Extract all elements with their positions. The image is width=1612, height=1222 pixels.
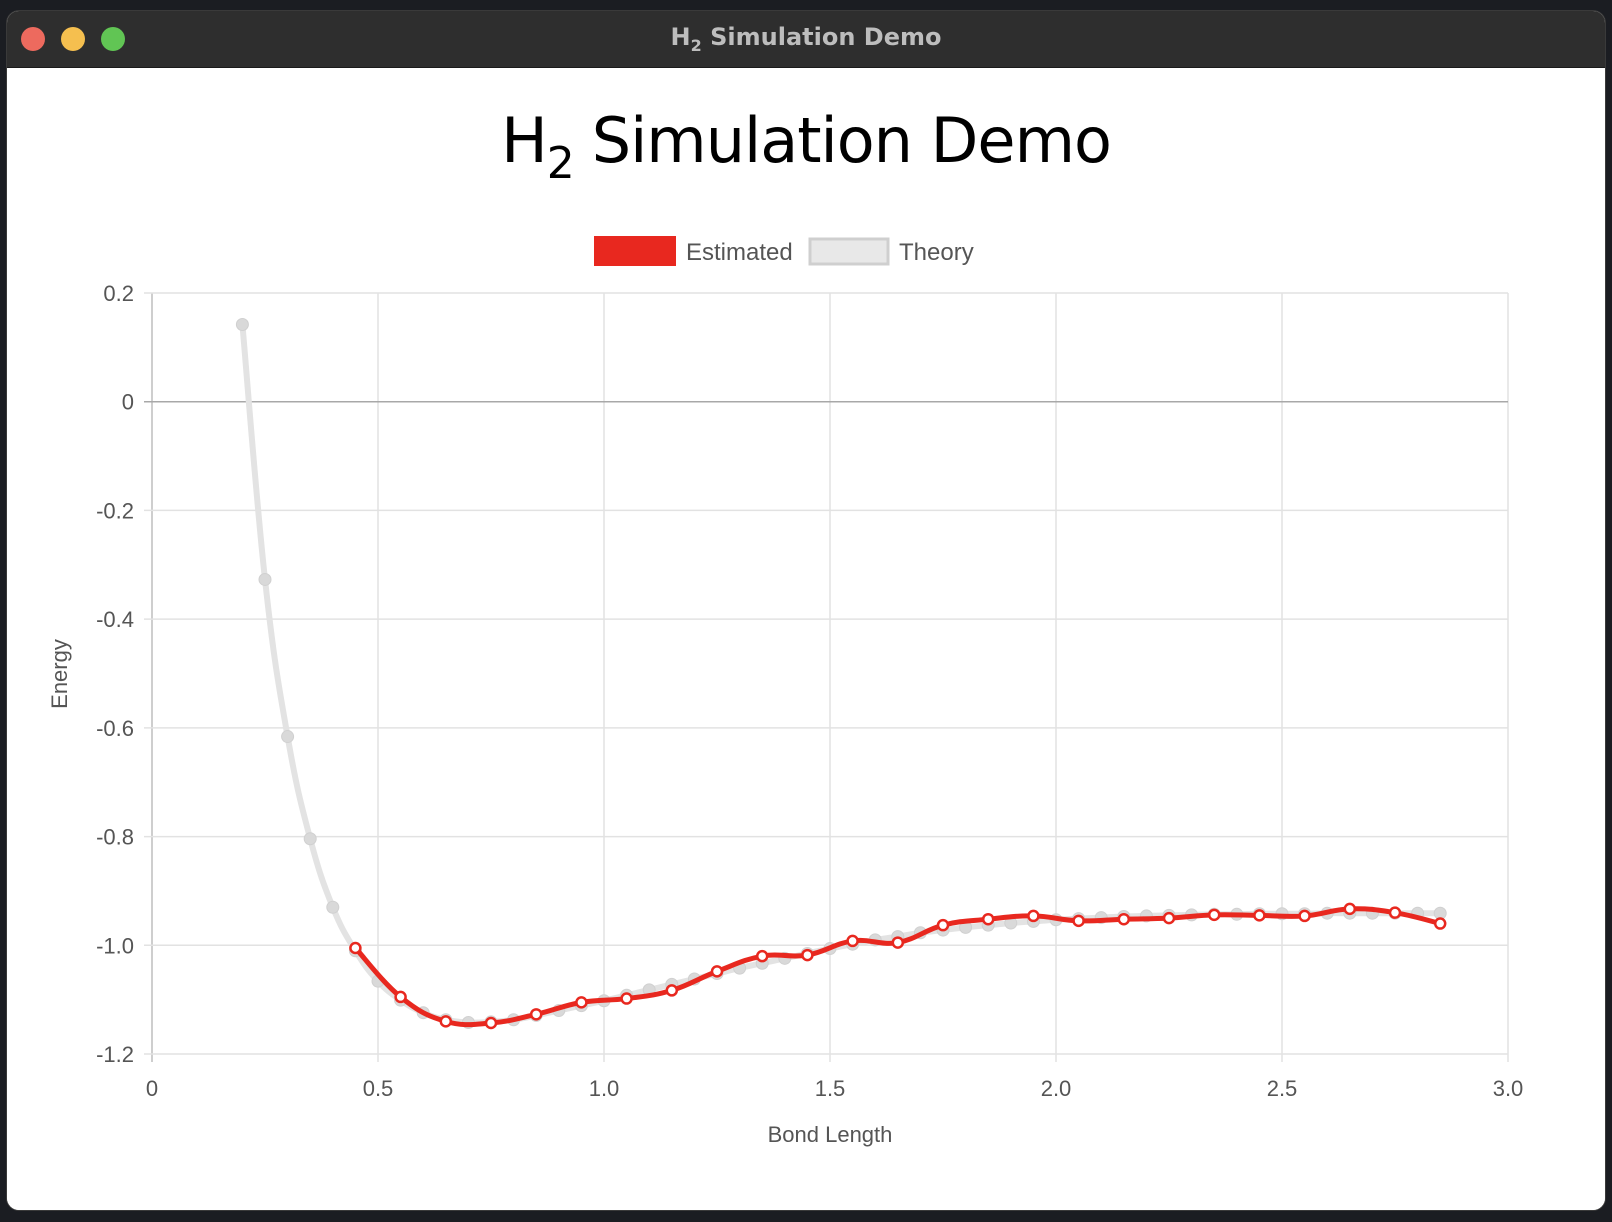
y-axis-title: Energy [47, 639, 72, 709]
estimated-point[interactable] [665, 984, 679, 997]
y-tick-label: -0.6 [96, 716, 134, 741]
chart-grid [144, 292, 1509, 1062]
close-window-button[interactable] [21, 27, 45, 51]
energy-chart: Estimated Theory 0 0.5 1.0 1.5 2.0 2.5 3.00.20… [47, 236, 1523, 1147]
estimated-point[interactable] [484, 1016, 498, 1030]
page-title-subscript: 2 [546, 138, 575, 189]
estimated-point[interactable] [1253, 909, 1266, 922]
window-title-main: H [670, 23, 691, 51]
y-tick-label: -0.2 [96, 498, 134, 523]
theory-point[interactable] [303, 832, 317, 846]
window-title-subscript: 2 [690, 35, 702, 55]
window-title: H2 Simulation Demo [7, 23, 1605, 55]
x-tick-label: 1.0 [589, 1076, 620, 1101]
estimated-point[interactable] [891, 936, 905, 949]
estimated-point[interactable] [1072, 914, 1085, 928]
page-title-rest: Simulation Demo [591, 104, 1112, 177]
legend-swatch-theory[interactable] [808, 237, 890, 266]
estimated-point[interactable] [529, 1008, 543, 1021]
estimated-line [352, 906, 1443, 1028]
theory-point[interactable] [235, 318, 249, 332]
page-title: H2 Simulation Demo [7, 104, 1605, 189]
chart-series [235, 318, 1447, 1030]
page-content: H2 Simulation Demo Estimated Theory 0 0.5 1… [7, 68, 1605, 1210]
theory-point[interactable] [258, 572, 272, 586]
y-tick-label: -1.0 [96, 933, 134, 958]
y-tick-label: -0.4 [96, 607, 134, 632]
x-tick-label: 0.5 [363, 1076, 394, 1101]
series-estimated [349, 902, 1447, 1030]
window-title-rest: Simulation Demo [710, 23, 942, 51]
maximize-window-button[interactable] [101, 27, 125, 51]
series-theory [235, 318, 1447, 1029]
minimize-window-button[interactable] [61, 27, 85, 51]
estimated-point[interactable] [710, 965, 724, 978]
estimated-point[interactable] [1388, 906, 1402, 919]
estimated-point[interactable] [1027, 909, 1040, 923]
estimated-point[interactable] [439, 1015, 453, 1028]
estimated-point[interactable] [1207, 908, 1221, 922]
theory-point[interactable] [326, 900, 340, 914]
estimated-point[interactable] [1117, 912, 1131, 926]
app-window: H2 Simulation Demo H2 Simulation Demo Est… [7, 11, 1605, 1210]
x-tick-label: 2.0 [1041, 1076, 1072, 1101]
page-title-main: H [501, 104, 548, 177]
chart-tick-labels: 0 0.5 1.0 1.5 2.0 2.5 3.0 0.2 0 -0.2 -0.4 -0.6 -0.8 -… [96, 281, 1523, 1101]
x-axis-title: Bond Length [768, 1122, 893, 1147]
estimated-point[interactable] [1343, 902, 1357, 916]
x-tick-label: 1.5 [815, 1076, 846, 1101]
estimated-point[interactable] [1162, 911, 1176, 925]
estimated-point[interactable] [981, 912, 995, 926]
x-tick-label: 3.0 [1493, 1076, 1524, 1101]
legend-label-theory[interactable]: Theory [899, 239, 974, 266]
estimated-point[interactable] [801, 948, 814, 962]
legend-label-estimated[interactable]: Estimated [686, 239, 793, 266]
window-titlebar[interactable]: H2 Simulation Demo [7, 11, 1605, 68]
x-tick-label: 2.5 [1267, 1076, 1298, 1101]
estimated-point[interactable] [936, 918, 950, 932]
estimated-point[interactable] [575, 996, 588, 1009]
estimated-point[interactable] [349, 941, 362, 955]
estimated-point[interactable] [1433, 917, 1447, 930]
y-tick-label: 0 [122, 390, 134, 415]
y-tick-label: -0.8 [96, 825, 134, 850]
y-tick-label: -1.2 [96, 1042, 134, 1067]
estimated-point[interactable] [755, 949, 769, 963]
x-tick-label: 0 [146, 1076, 158, 1101]
estimated-point[interactable] [1298, 909, 1311, 923]
estimated-point[interactable] [620, 992, 633, 1005]
legend-swatch-estimated[interactable] [594, 236, 676, 266]
estimated-point[interactable] [846, 934, 859, 948]
y-tick-label: 0.2 [103, 281, 134, 306]
theory-point[interactable] [281, 730, 295, 744]
estimated-point[interactable] [394, 990, 407, 1004]
legend: Estimated Theory [594, 236, 974, 266]
